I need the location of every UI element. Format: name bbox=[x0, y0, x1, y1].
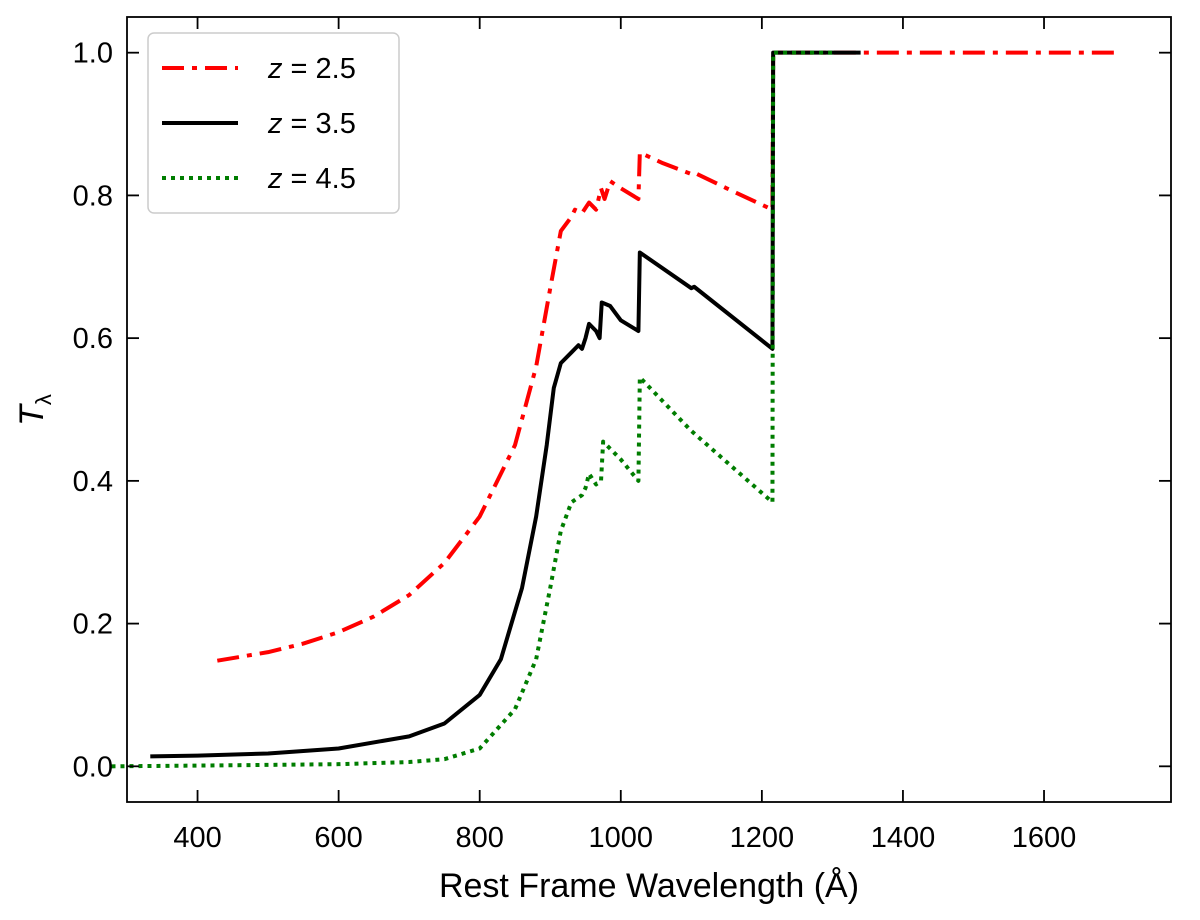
x-tick-label: 1000 bbox=[589, 822, 654, 854]
x-axis-title: Rest Frame Wavelength (Å) bbox=[439, 867, 859, 905]
legend-label-1: z = 2.5 bbox=[267, 53, 356, 85]
legend-label-var: z bbox=[267, 108, 283, 140]
legend-label-var: z bbox=[267, 163, 283, 195]
legend-label-value: = 3.5 bbox=[283, 108, 356, 140]
legend-label-var: z bbox=[267, 53, 283, 85]
legend-label-value: = 2.5 bbox=[283, 53, 356, 85]
y-tick-label: 0.8 bbox=[73, 180, 113, 212]
series-line-2 bbox=[150, 50, 861, 759]
x-tick-label: 400 bbox=[173, 822, 221, 854]
legend-items: z = 2.5z = 3.5z = 4.5 bbox=[162, 53, 356, 195]
axis-ticks bbox=[127, 17, 1171, 802]
legend-label-2: z = 3.5 bbox=[267, 108, 356, 140]
y-tick-label: 1.0 bbox=[73, 38, 113, 70]
y-tick-label: 0.6 bbox=[73, 323, 113, 355]
y-tick-label: 0.0 bbox=[73, 751, 113, 783]
y-axis-title: Tλ bbox=[13, 394, 56, 426]
legend-label-value: = 4.5 bbox=[283, 163, 356, 195]
plot-area bbox=[111, 50, 1115, 769]
series-line-1 bbox=[216, 50, 1115, 663]
x-tick-label: 1600 bbox=[1012, 822, 1077, 854]
x-tick-label: 1400 bbox=[871, 822, 936, 854]
legend-label-3: z = 4.5 bbox=[267, 163, 356, 195]
y-axis-title-main: T bbox=[13, 403, 51, 426]
legend: z = 2.5z = 3.5z = 4.5 bbox=[147, 32, 400, 214]
y-axis-title-subscript: λ bbox=[31, 394, 56, 405]
x-tick-label: 800 bbox=[456, 822, 504, 854]
tick-labels: 400 600 800 1000 1200 1400 1600 0.0 0.2 0.4 0.6 0.8… bbox=[73, 38, 1077, 854]
y-tick-label: 0.2 bbox=[73, 609, 113, 641]
plot-frame bbox=[126, 16, 1172, 803]
x-tick-label: 600 bbox=[314, 822, 362, 854]
legend-box bbox=[147, 32, 400, 214]
y-tick-label: 0.4 bbox=[73, 466, 113, 498]
x-tick-label: 1200 bbox=[730, 822, 795, 854]
